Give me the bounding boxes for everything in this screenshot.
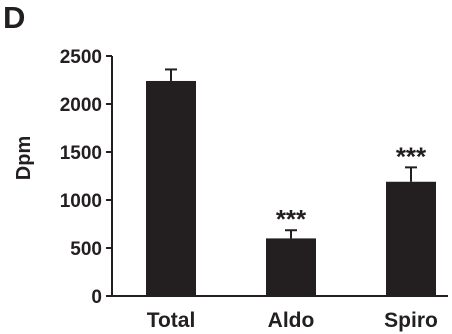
x-tick-label: Total bbox=[147, 309, 196, 332]
y-axis-title: Dpm bbox=[13, 136, 35, 180]
y-tick-label: 1500 bbox=[60, 143, 102, 164]
bar bbox=[146, 80, 196, 297]
bar bbox=[386, 181, 436, 296]
y-tick-label: 1000 bbox=[60, 191, 102, 212]
bar bbox=[266, 238, 316, 296]
significance-label: *** bbox=[276, 204, 307, 234]
y-tick-label: 2500 bbox=[60, 47, 102, 68]
significance-label: *** bbox=[396, 141, 427, 171]
y-tick-label: 2000 bbox=[60, 95, 102, 116]
x-tick-label: Spiro bbox=[384, 309, 438, 332]
x-tick-label: Aldo bbox=[268, 309, 315, 332]
chart-marks: 0 500 1000 1500 2000 2500 Total Aldo *** Spiro *** bbox=[60, 47, 448, 332]
y-tick-label: 500 bbox=[70, 239, 102, 260]
y-tick-label: 0 bbox=[91, 287, 102, 308]
panel-label: D bbox=[3, 0, 26, 35]
